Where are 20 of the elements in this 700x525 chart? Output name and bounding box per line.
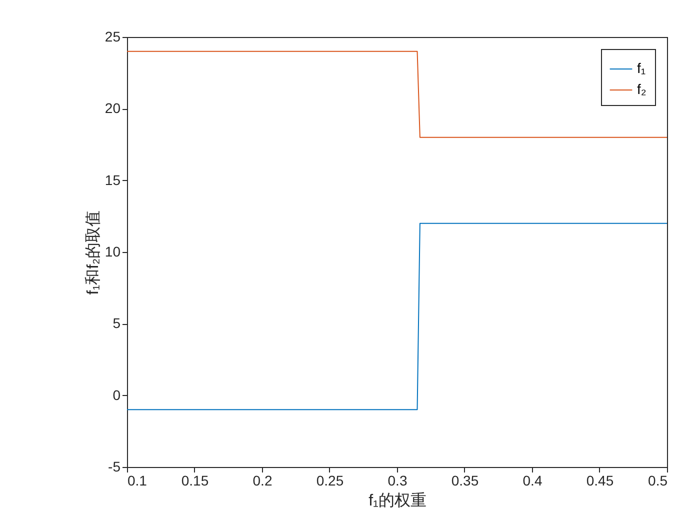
legend-label: f₂: [637, 81, 646, 97]
x-tick-label: 0.45: [586, 472, 614, 488]
x-tick-label: 0.4: [522, 472, 542, 488]
x-tick-label: 0.1: [128, 472, 148, 488]
x-tick-label: 0.2: [252, 472, 272, 488]
y-tick-label: 0: [112, 386, 121, 403]
x-tick-label: 0.5: [648, 472, 668, 488]
y-tick-label: 20: [104, 100, 121, 116]
y-axis-title: f₁和f₂的取值: [84, 210, 102, 295]
x-tick-label: 0.25: [316, 472, 344, 488]
legend-label: f₁: [637, 60, 646, 76]
x-tick-label: 0.3: [388, 472, 408, 488]
y-tick-label: -5: [108, 458, 121, 474]
y-tick-label: 15: [104, 172, 121, 188]
y-tick-label: 25: [104, 28, 121, 44]
x-axis-title: f₁的权重: [368, 492, 426, 510]
y-tick-label: 5: [112, 315, 121, 332]
y-tick-label: 10: [104, 244, 121, 260]
x-tick-label: 0.15: [181, 472, 209, 488]
x-tick-label: 0.35: [451, 472, 479, 488]
